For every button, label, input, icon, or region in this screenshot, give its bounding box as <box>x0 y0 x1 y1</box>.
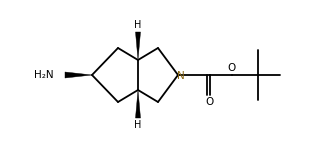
Polygon shape <box>136 32 140 60</box>
Text: H: H <box>134 20 142 30</box>
Text: H₂N: H₂N <box>34 70 54 80</box>
Text: O: O <box>228 63 236 73</box>
Polygon shape <box>136 90 140 118</box>
Text: H: H <box>134 120 142 130</box>
Polygon shape <box>65 72 92 78</box>
Text: O: O <box>206 97 214 107</box>
Text: N: N <box>177 71 185 81</box>
